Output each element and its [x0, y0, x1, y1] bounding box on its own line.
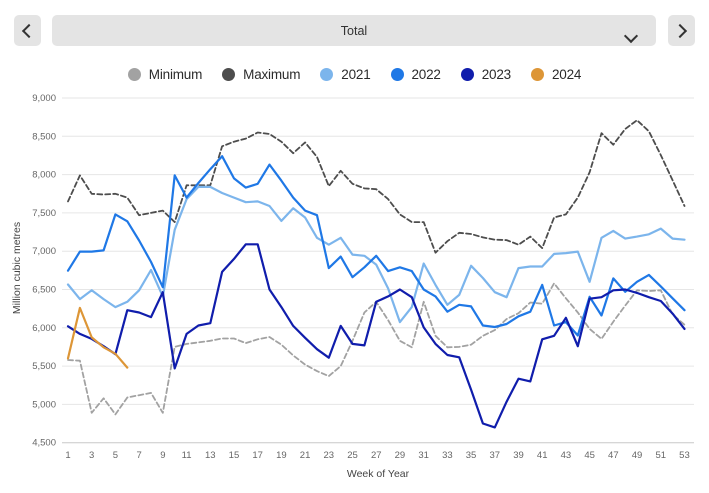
year-2024-marker-icon [530, 68, 544, 81]
x-axis-tick-label: 47 [608, 450, 619, 461]
y-axis-tick-label: 8,000 [32, 170, 56, 181]
legend-item-2021[interactable]: 2021 [320, 67, 371, 82]
series-maximum-line [67, 119, 686, 254]
maximum-marker-icon [222, 68, 236, 81]
y-axis-tick-label: 6,000 [32, 323, 56, 334]
x-axis-tick-label: 33 [442, 450, 453, 461]
series-select-value: Total [340, 23, 368, 38]
legend: Minimum Maximum 2021 2022 2023 2024 [0, 67, 709, 82]
x-axis-tick-label: 23 [324, 450, 335, 461]
series-2023-line [66, 243, 686, 429]
chevron-down-icon [623, 28, 639, 46]
x-axis-tick-label: 45 [584, 450, 595, 461]
chart-navigation-bar: Total [0, 0, 709, 56]
x-axis-tick-label: 25 [347, 450, 358, 461]
x-axis-tick-label: 43 [561, 450, 572, 461]
x-axis-tick-label: 3 [89, 450, 94, 461]
x-axis-tick-label: 51 [655, 450, 666, 461]
legend-item-minimum[interactable]: Minimum [127, 67, 202, 82]
x-axis-tick-label: 17 [252, 450, 263, 461]
series-2024-line [66, 306, 129, 369]
series-2021-line [66, 185, 686, 324]
year-2023-marker-icon [460, 68, 474, 81]
y-axis-tick-label: 7,000 [32, 246, 56, 257]
y-axis-tick-label: 4,500 [32, 438, 56, 449]
legend-item-maximum[interactable]: Maximum [222, 67, 300, 82]
x-axis-tick-label: 21 [300, 450, 311, 461]
x-axis-tick-label: 11 [182, 450, 192, 461]
legend-item-2024[interactable]: 2024 [530, 67, 581, 82]
minimum-marker-icon [127, 68, 141, 81]
x-axis-tick-label: 19 [276, 450, 287, 461]
x-axis-tick-label: 41 [537, 450, 548, 461]
year-2022-marker-icon [390, 68, 404, 81]
chevron-left-icon [21, 23, 37, 38]
series-select[interactable]: Total [52, 15, 656, 46]
x-axis-tick-label: 13 [205, 450, 216, 461]
legend-item-2023[interactable]: 2023 [460, 67, 511, 82]
next-button[interactable] [668, 15, 695, 46]
year-2021-marker-icon [320, 68, 334, 81]
prev-button[interactable] [14, 15, 41, 46]
y-axis-tick-label: 7,500 [32, 208, 56, 219]
y-axis-tick-label: 9,000 [32, 93, 56, 104]
x-axis-tick-label: 49 [632, 450, 643, 461]
x-axis-tick-label: 29 [395, 450, 406, 461]
y-axis-title: Million cubic metres [11, 222, 23, 314]
x-axis-tick-label: 35 [466, 450, 477, 461]
x-axis-tick-label: 39 [513, 450, 524, 461]
x-axis-tick-label: 5 [113, 450, 118, 461]
y-axis-tick-label: 8,500 [32, 131, 56, 142]
y-axis-tick-label: 5,000 [32, 399, 56, 410]
x-axis-title: Week of Year [347, 468, 410, 480]
chevron-right-icon [672, 23, 688, 38]
legend-item-2022[interactable]: 2022 [390, 67, 441, 82]
series-2022-line [66, 155, 686, 337]
x-axis-tick-label: 15 [229, 450, 240, 461]
x-axis-tick-label: 9 [160, 450, 165, 461]
x-axis-tick-label: 31 [418, 450, 429, 461]
x-axis-tick-label: 37 [489, 450, 500, 461]
x-axis-tick-label: 53 [679, 450, 690, 461]
y-axis-tick-label: 5,500 [32, 361, 56, 372]
x-axis-tick-label: 27 [371, 450, 382, 461]
x-axis-tick-label: 1 [65, 450, 70, 461]
y-axis-tick-label: 6,500 [32, 285, 56, 296]
x-axis-tick-label: 7 [136, 450, 141, 461]
